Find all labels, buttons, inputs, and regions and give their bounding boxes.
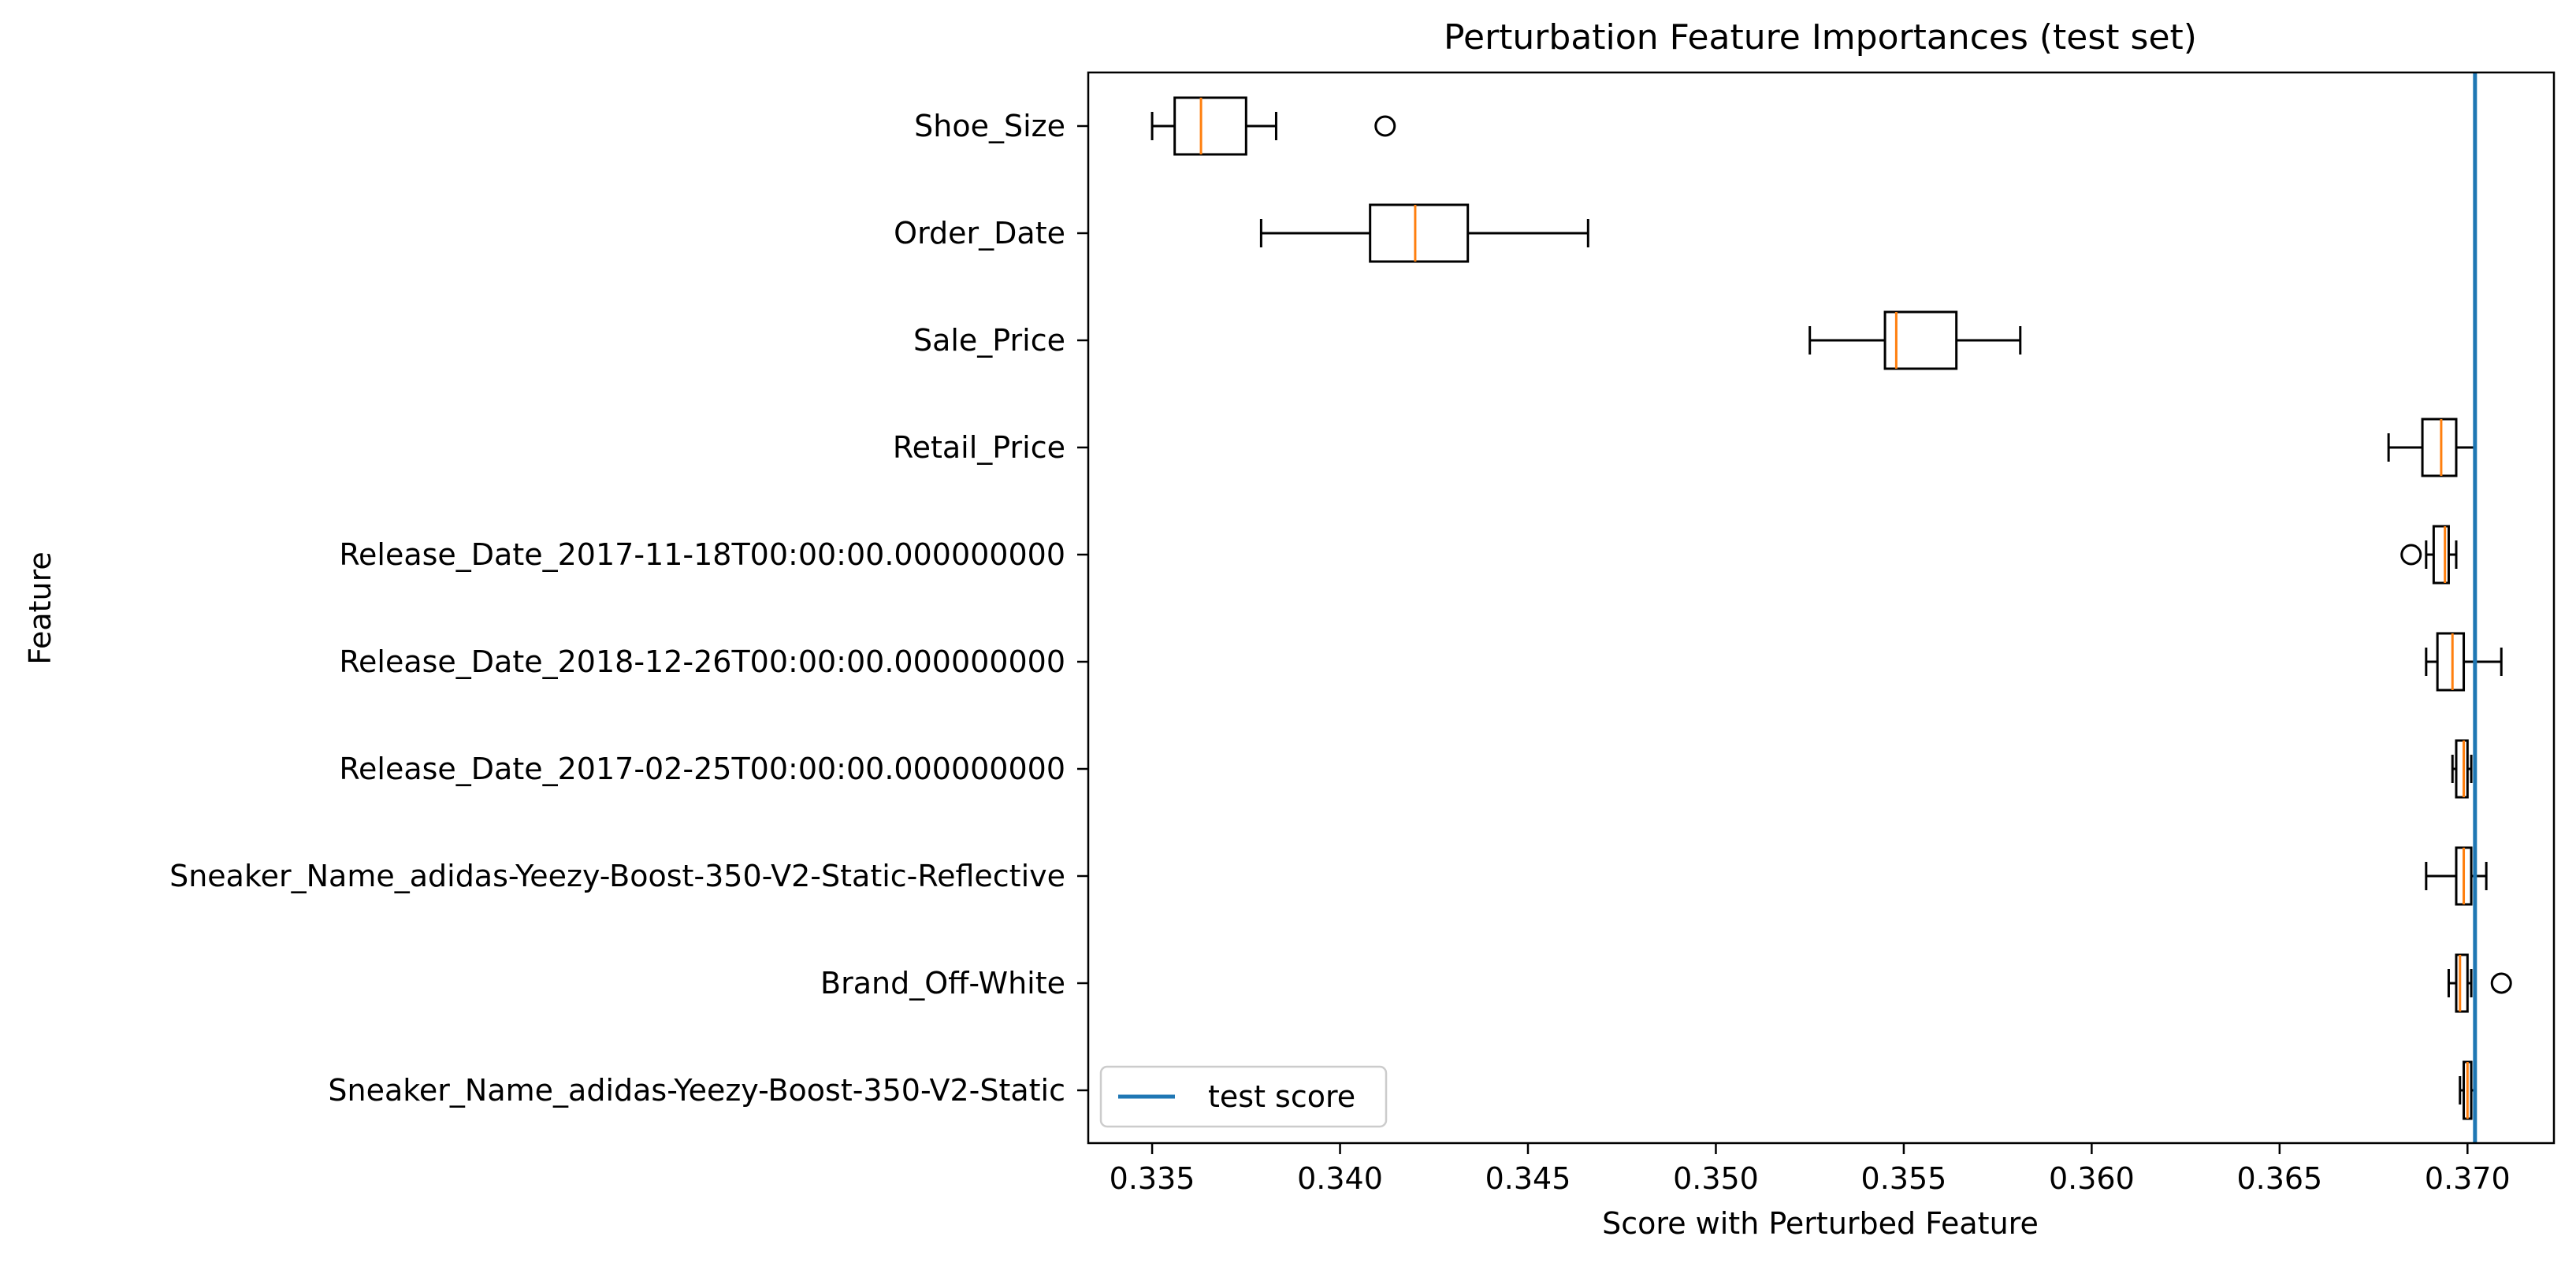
y-axis-label: Feature xyxy=(23,551,58,665)
box-6 xyxy=(2425,632,2503,692)
y-tick-label: Release_Date_2017-11-18T00:00:00.0000000… xyxy=(339,537,1065,572)
box-iqr xyxy=(2455,953,2469,1013)
legend-frame xyxy=(1099,1065,1388,1128)
boxes-layer xyxy=(1150,96,2512,1120)
box-10 xyxy=(2459,1060,2477,1120)
legend-label-test-score: test score xyxy=(1208,1079,1355,1114)
x-tick-label: 0.360 xyxy=(2049,1161,2135,1196)
y-tick-label: Release_Date_2018-12-26T00:00:00.0000000… xyxy=(339,644,1065,679)
outlier-point xyxy=(2490,972,2512,994)
y-tick-label: Retail_Price xyxy=(893,430,1065,465)
x-tick-label: 0.340 xyxy=(1297,1161,1383,1196)
box-2 xyxy=(1259,203,1589,263)
y-tick-label: Shoe_Size xyxy=(914,109,1065,143)
box-4 xyxy=(2387,418,2477,477)
box-5 xyxy=(2400,525,2458,585)
chart-title: Perturbation Feature Importances (test s… xyxy=(1444,17,2197,58)
x-tick-label: 0.345 xyxy=(1485,1161,1571,1196)
y-tick-label: Sneaker_Name_adidas-Yeezy-Boost-350-V2-S… xyxy=(328,1073,1065,1108)
box-iqr xyxy=(2436,632,2466,692)
box-iqr xyxy=(1883,310,1958,370)
box-iqr xyxy=(2455,739,2469,799)
x-tick-label: 0.350 xyxy=(1673,1161,1759,1196)
y-tick-label: Brand_Off-White xyxy=(820,966,1065,1001)
x-tick-label: 0.355 xyxy=(1861,1161,1947,1196)
box-8 xyxy=(2425,846,2488,906)
legend: test score xyxy=(1099,1065,1388,1128)
box-iqr xyxy=(1369,203,1470,263)
box-7 xyxy=(2451,739,2473,799)
box-1 xyxy=(1150,96,1396,156)
x-axis-label: Score with Perturbed Feature xyxy=(1602,1206,2039,1241)
outlier-point xyxy=(2400,544,2422,566)
y-tick-label: Release_Date_2017-02-25T00:00:00.0000000… xyxy=(339,752,1065,786)
x-tick-layer: 0.335 0.340 0.345 0.350 0.355 0.360 0.365 0.370 xyxy=(1110,1143,2511,1196)
box-3 xyxy=(1808,310,2022,370)
box-iqr xyxy=(1173,96,1247,156)
x-tick-label: 0.335 xyxy=(1110,1161,1195,1196)
outlier-point xyxy=(1374,115,1396,137)
box-iqr xyxy=(2432,525,2450,585)
box-iqr xyxy=(2421,418,2458,477)
y-tick-label: Order_Date xyxy=(894,216,1065,251)
y-tick-layer: Shoe_Size Order_Date Sale_Price Retail_Pric… xyxy=(169,109,1088,1108)
x-tick-label: 0.365 xyxy=(2236,1161,2322,1196)
y-tick-label: Sale_Price xyxy=(913,323,1065,358)
x-tick-label: 0.370 xyxy=(2425,1161,2511,1196)
y-tick-label: Sneaker_Name_adidas-Yeezy-Boost-350-V2-S… xyxy=(169,859,1065,893)
box-9 xyxy=(2447,953,2512,1013)
plot-frame xyxy=(1087,71,2556,1145)
